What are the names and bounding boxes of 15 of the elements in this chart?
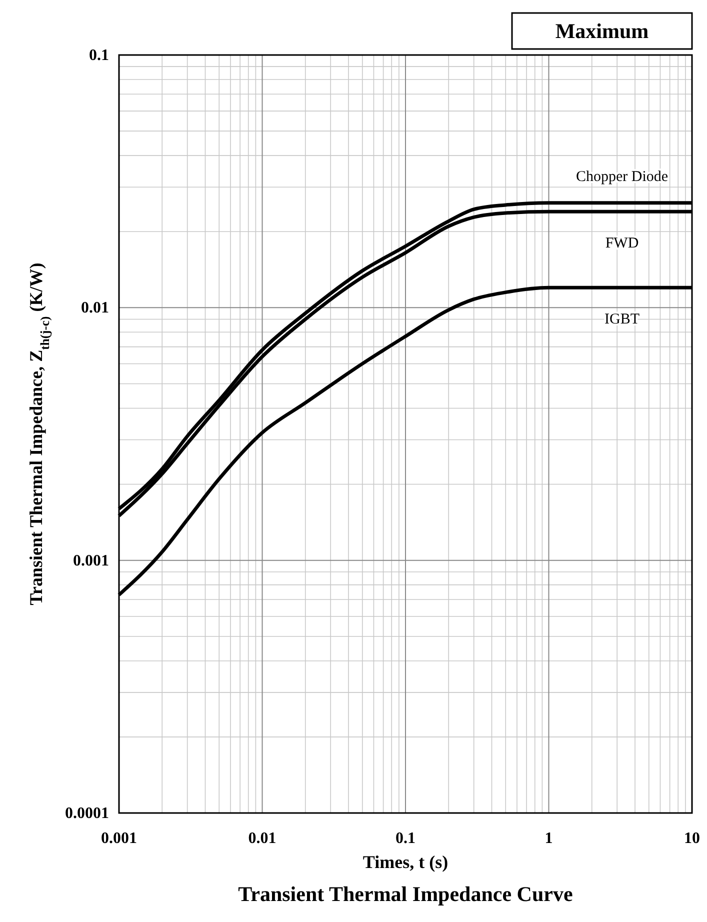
- y-tick-label: 0.1: [89, 47, 109, 64]
- series-label: IGBT: [604, 312, 640, 328]
- text: Transient Thermal Impedance Curve: [238, 882, 573, 906]
- series-label: FWD: [605, 236, 639, 252]
- x-tick-label: 0.001: [101, 830, 137, 847]
- x-tick-label: 0.01: [248, 830, 276, 847]
- series-label: Chopper Diode: [576, 168, 668, 185]
- y-tick-label: 0.0001: [65, 805, 109, 822]
- x-axis-title: Times, t (s): [362, 852, 448, 872]
- y-tick-label: 0.01: [81, 300, 109, 317]
- x-tick-label: 0.1: [396, 830, 416, 847]
- x-tick-label: 1: [544, 830, 553, 847]
- y-tick-label: 0.001: [73, 552, 109, 570]
- x-tick-label: 10: [684, 830, 700, 847]
- text: Maximum: [555, 19, 650, 43]
